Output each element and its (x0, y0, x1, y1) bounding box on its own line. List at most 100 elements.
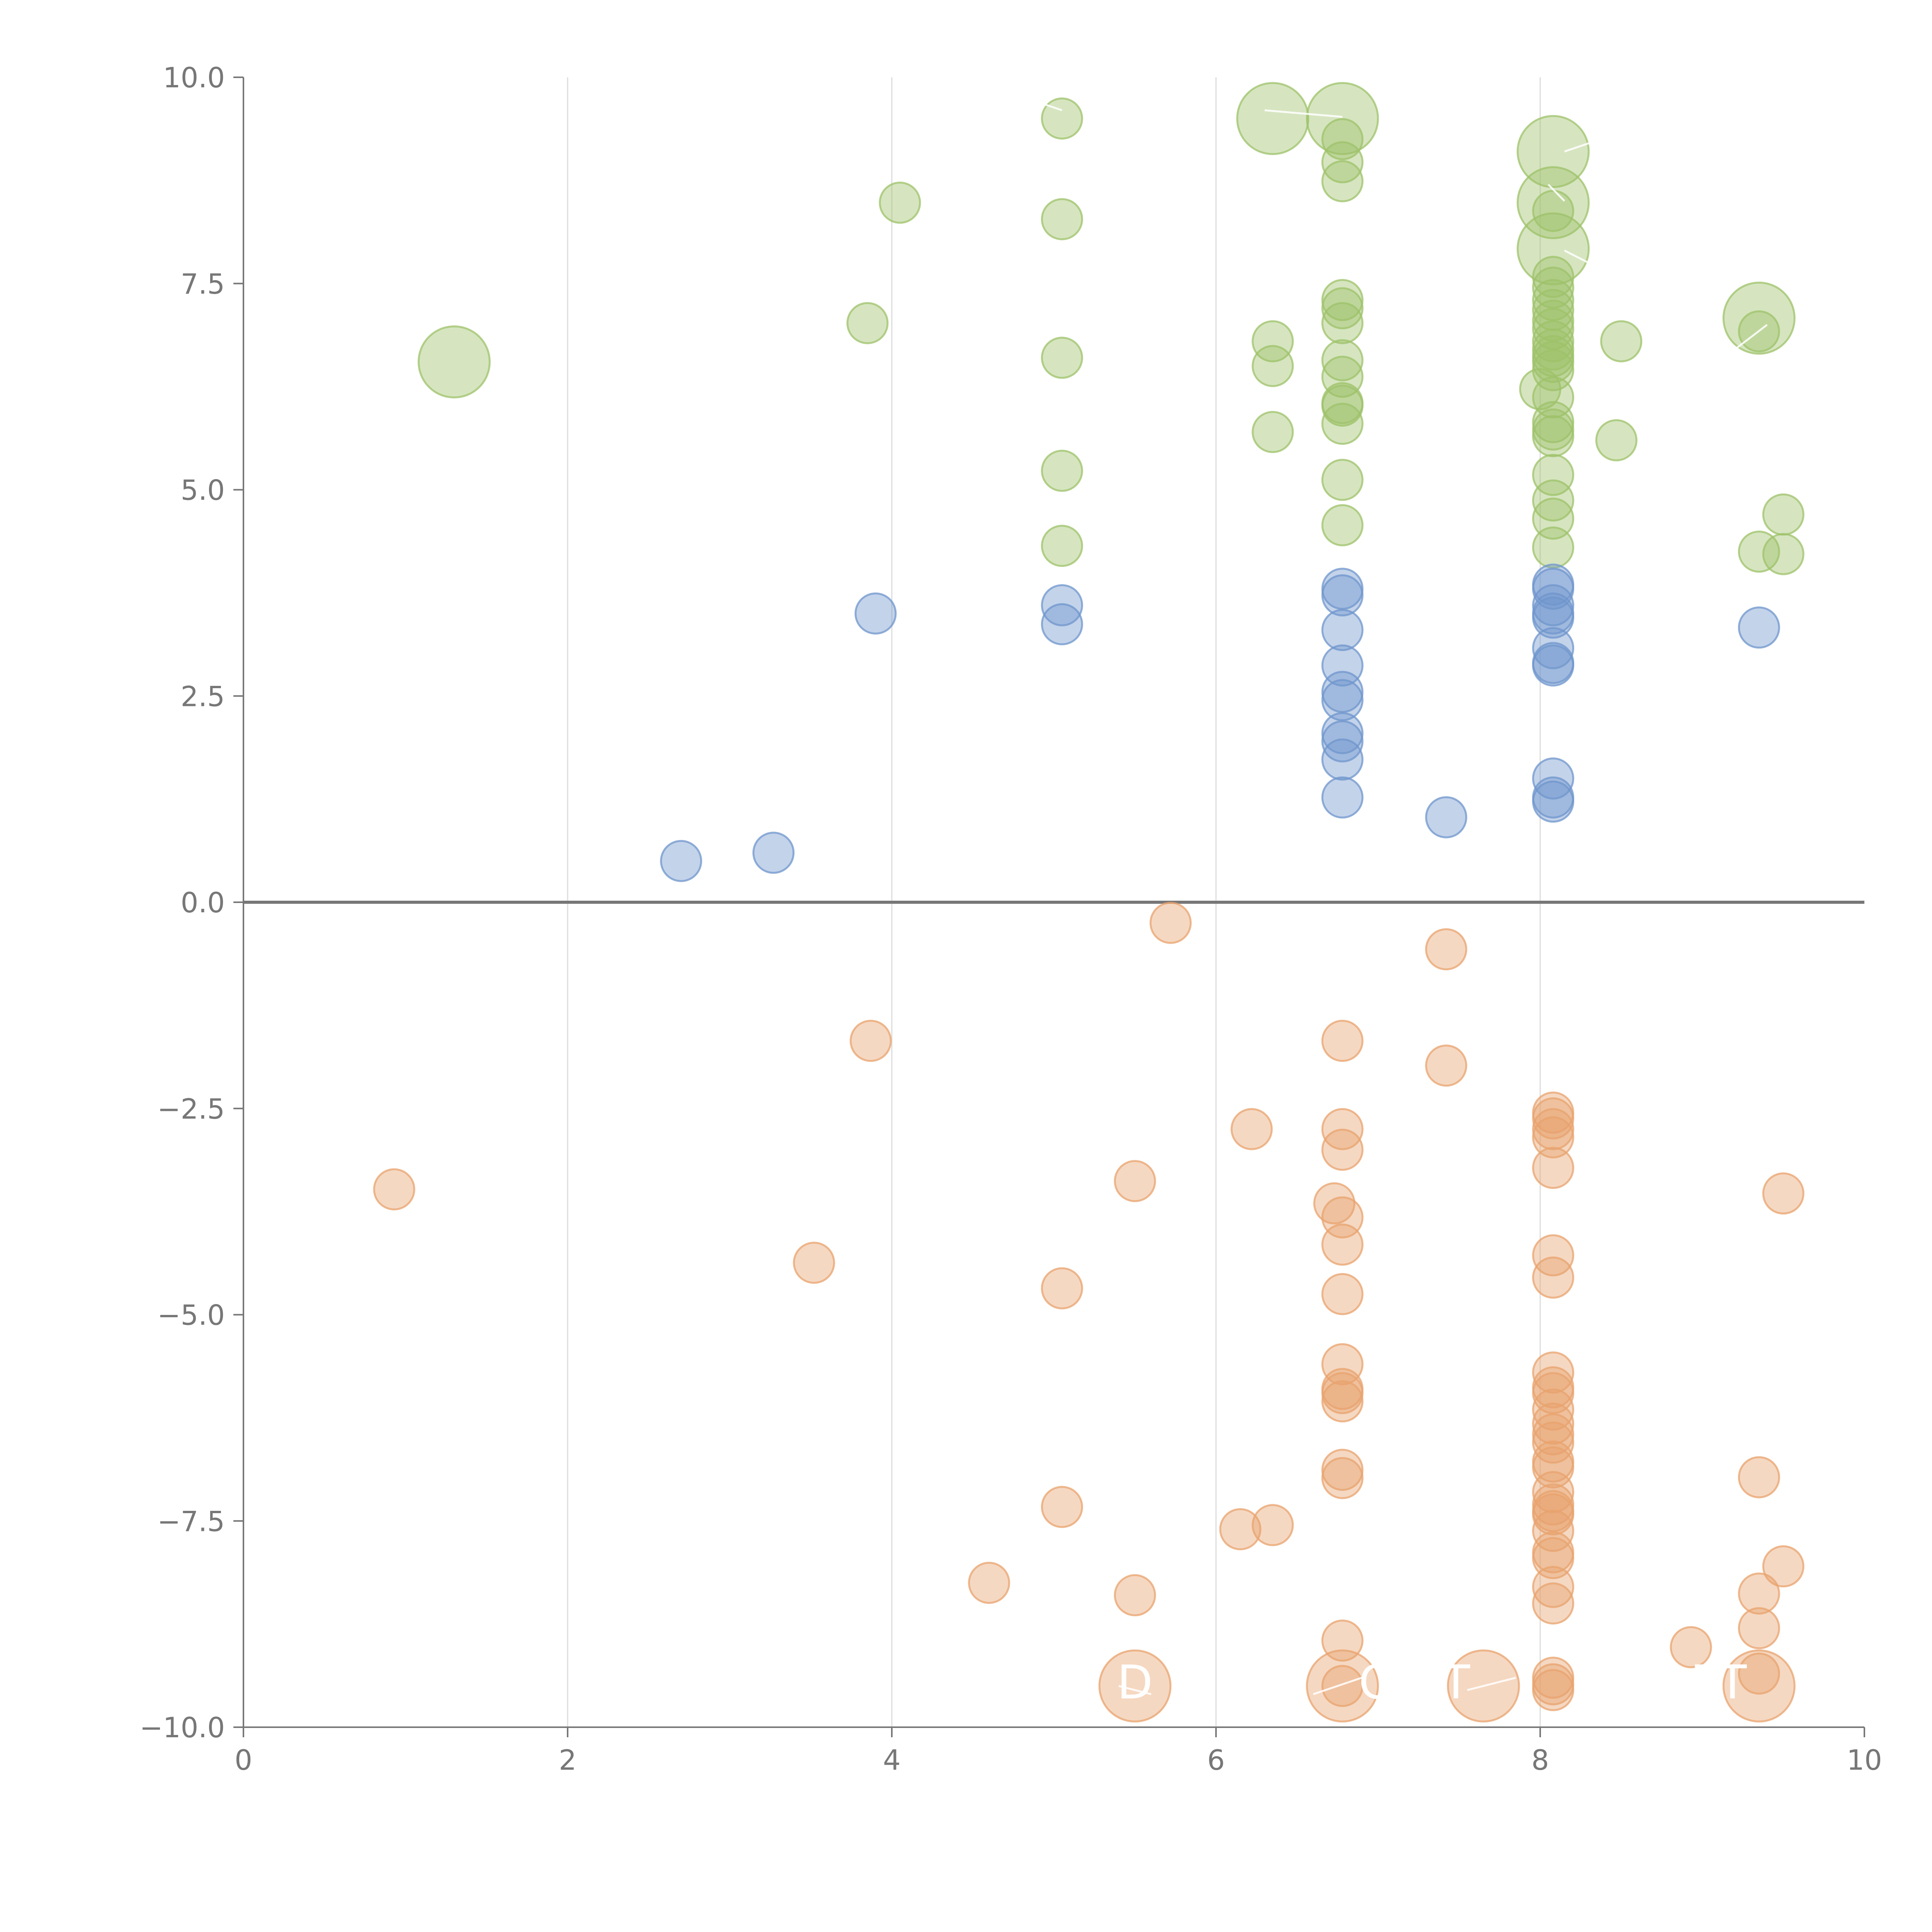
scatter-point (1532, 1234, 1575, 1277)
leader-line (1313, 1677, 1362, 1695)
y-tick-label: 10.0 (163, 61, 225, 94)
scatter-point (1532, 1566, 1575, 1608)
scatter-point (1532, 1097, 1575, 1139)
scatter-point (1252, 345, 1294, 387)
scatter-point (1532, 256, 1575, 298)
scatter-point (1321, 679, 1364, 721)
scatter-point (1219, 1508, 1262, 1551)
scatter-point (1321, 302, 1364, 344)
scatter-point (1532, 568, 1575, 610)
scatter-point (1762, 493, 1804, 536)
leader-line (1264, 109, 1343, 118)
scatter-point (1532, 1256, 1575, 1299)
scatter-point (1762, 533, 1804, 575)
scatter-point (1321, 1665, 1364, 1707)
scatter-point (1306, 1649, 1379, 1723)
leader-line (1548, 184, 1565, 202)
scatter-point (1738, 1456, 1780, 1498)
x-tick-label: 8 (1531, 1744, 1549, 1776)
scatter-point (1321, 118, 1364, 160)
scatter-point (1041, 525, 1083, 567)
scatter-point (968, 1561, 1010, 1604)
scatter-point (1738, 1652, 1780, 1695)
scatter-point (1041, 337, 1083, 379)
scatter-point (1600, 320, 1643, 362)
scatter-point (1041, 449, 1083, 492)
scatter-point (1321, 141, 1364, 184)
scatter-point (1532, 781, 1575, 823)
scatter-point (1517, 115, 1590, 188)
scatter-point (1252, 1504, 1294, 1546)
scatter-point (1722, 1649, 1796, 1723)
scatter-point (879, 182, 921, 224)
y-tick-label: −5.0 (157, 1299, 225, 1332)
x-tick-label: 2 (559, 1744, 577, 1776)
scatter-point (1532, 526, 1575, 569)
scatter-point (1321, 160, 1364, 202)
y-tick-label: 0.0 (180, 886, 225, 919)
y-tick-label: 2.5 (180, 680, 225, 713)
overlay-label: C (1359, 1656, 1391, 1709)
scatter-point (1532, 1146, 1575, 1189)
scatter-point (1519, 368, 1561, 410)
scatter-point (1532, 266, 1575, 309)
scatter-point (793, 1242, 835, 1284)
overlay-label: PT (1690, 1656, 1747, 1709)
scatter-point (1321, 384, 1364, 427)
scatter-point (1425, 796, 1468, 838)
axes-layer (233, 77, 1865, 1737)
leader-line (1564, 142, 1589, 153)
scatter-point (1321, 776, 1364, 819)
y-tick-label: 5.0 (180, 474, 225, 507)
scatter-point (1041, 1267, 1083, 1310)
scatter-point (1041, 603, 1083, 646)
scatter-point (1321, 339, 1364, 381)
y-tick-label: −7.5 (157, 1505, 225, 1537)
scatter-point (1532, 757, 1575, 800)
scatter-point (1532, 1446, 1575, 1488)
scatter-point (1321, 459, 1364, 501)
leader-line (1734, 324, 1768, 350)
scatter-point (1532, 479, 1575, 522)
scatter-point (1321, 1619, 1364, 1662)
scatter-point (1321, 1380, 1364, 1423)
scatter-point (1532, 627, 1575, 669)
scatter-point (1532, 415, 1575, 457)
scatter-point (1532, 1116, 1575, 1158)
y-tick-label: 7.5 (180, 268, 225, 300)
scatter-point (752, 832, 795, 874)
x-tick-label: 0 (235, 1744, 252, 1776)
scatter-point (1114, 1574, 1156, 1616)
x-tick-label: 10 (1847, 1744, 1882, 1776)
scatter-point (1532, 644, 1575, 687)
scatter-point (1230, 1108, 1273, 1150)
scatter-point (1041, 198, 1083, 240)
scatter-point (1321, 609, 1364, 651)
scatter-point (1321, 574, 1364, 617)
scatter-point (1321, 504, 1364, 546)
scatter-point (1321, 287, 1364, 330)
scatter-point (1321, 720, 1364, 763)
overlay-label: D (1117, 1656, 1153, 1709)
scatter-point (1532, 376, 1575, 418)
scatter-point (1532, 1493, 1575, 1536)
scatter-point (1425, 1044, 1468, 1087)
points-layer (373, 82, 1804, 1723)
scatter-point (1532, 1372, 1575, 1414)
scatter-point (1236, 82, 1310, 155)
scatter-point (373, 1168, 415, 1211)
x-tick-label: 6 (1207, 1744, 1225, 1776)
leader-line (988, 84, 1063, 111)
scatter-point (1321, 403, 1364, 445)
scatter-point (1532, 1402, 1575, 1445)
scatter-point (1114, 1160, 1156, 1202)
scatter-point (1738, 531, 1780, 573)
scatter-point (1532, 1388, 1575, 1431)
scatter-point (417, 325, 491, 399)
scatter-point (1041, 97, 1083, 140)
scatter-point (1321, 1129, 1364, 1171)
scatter-point (1321, 1273, 1364, 1315)
scatter-point (1098, 1649, 1172, 1723)
